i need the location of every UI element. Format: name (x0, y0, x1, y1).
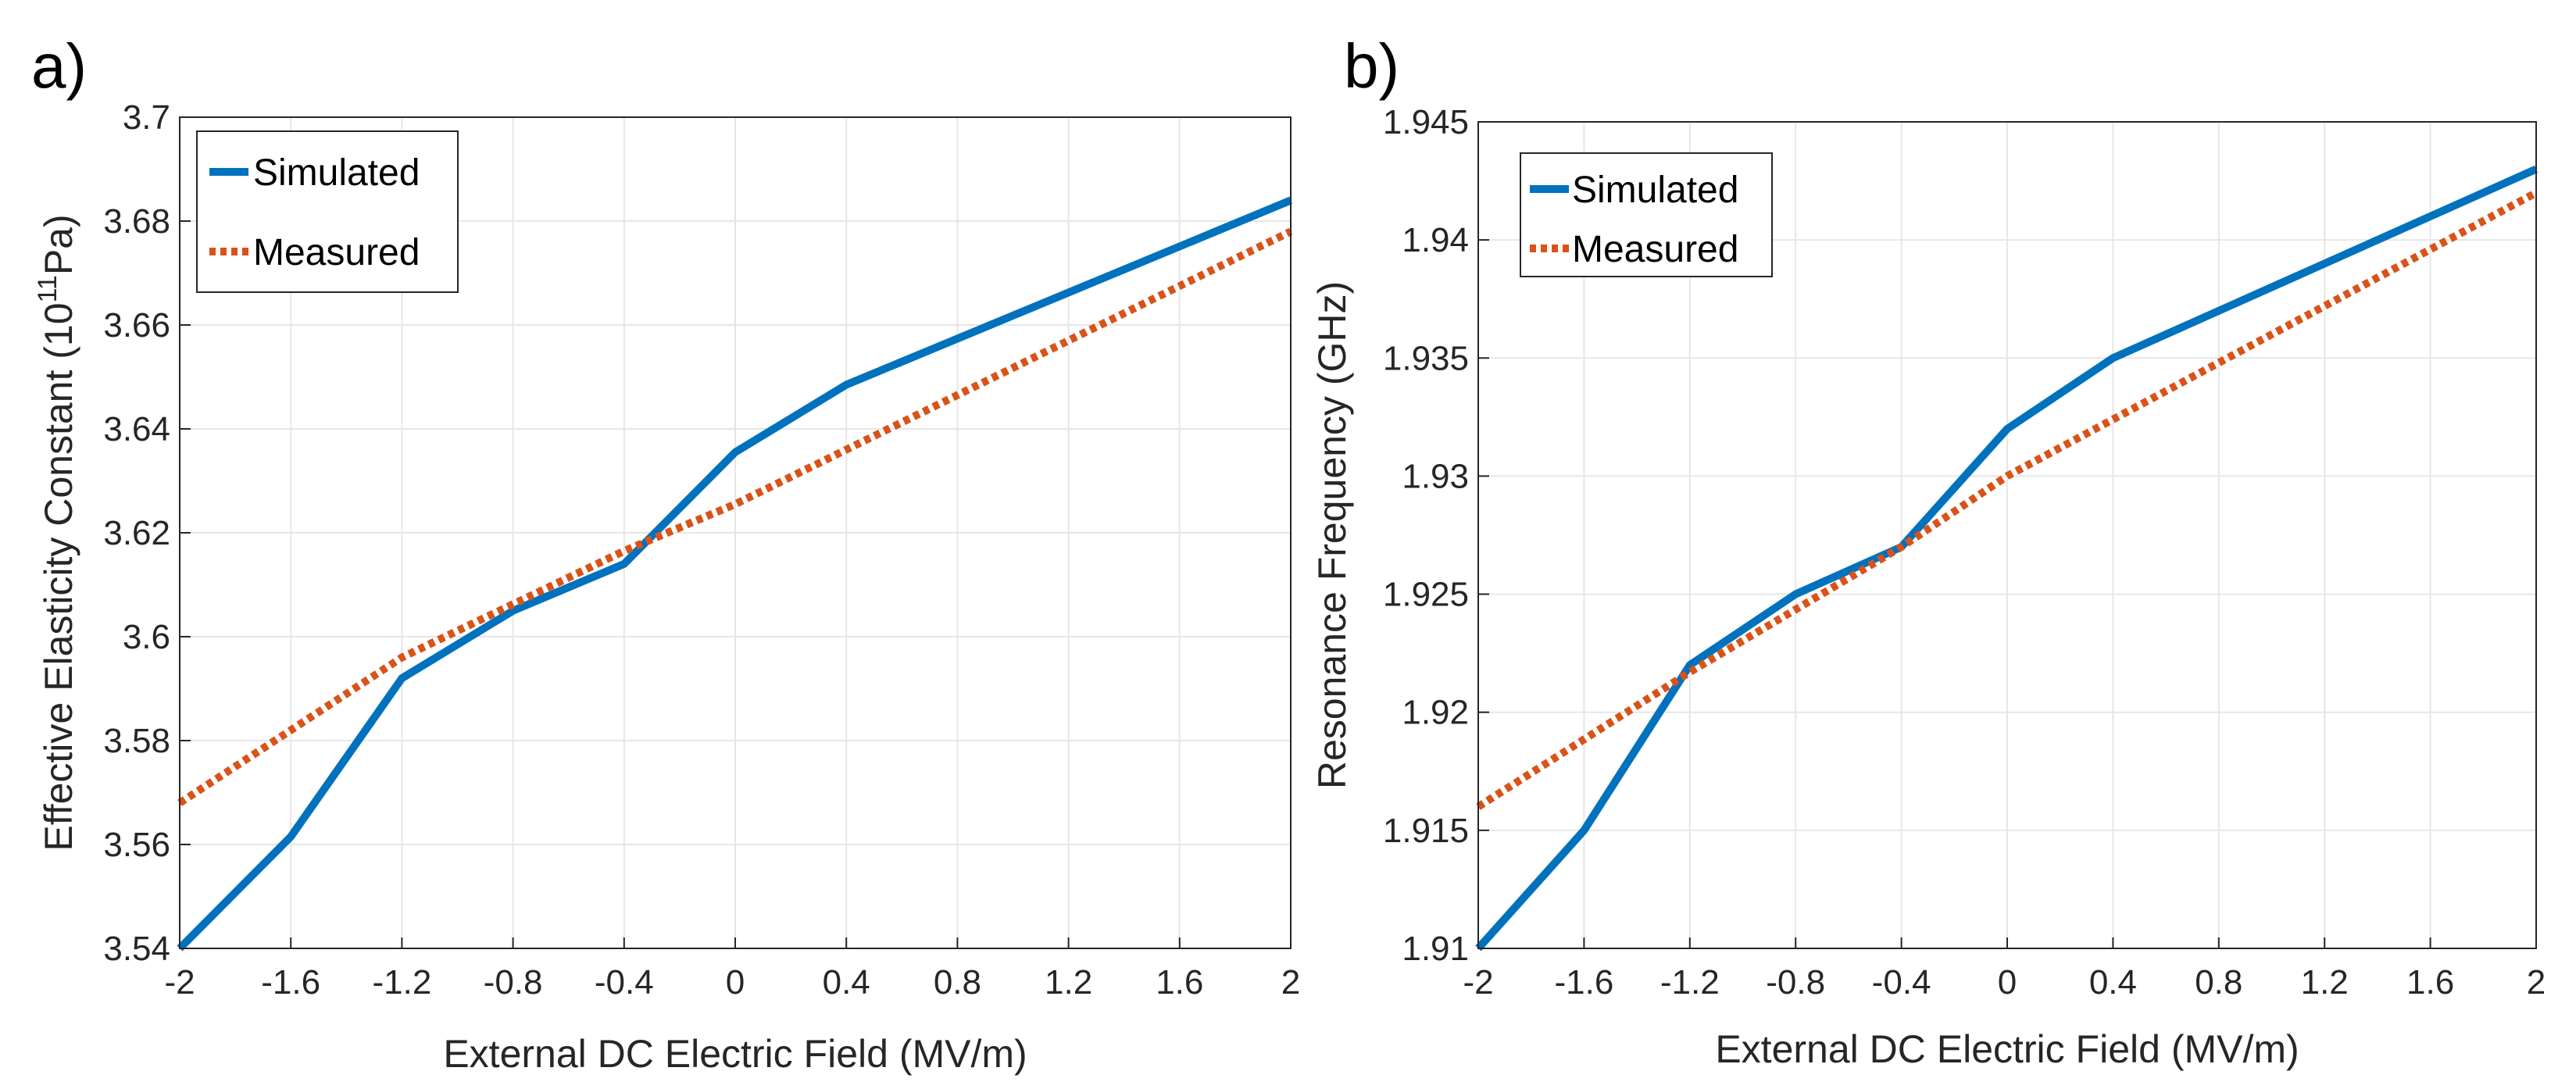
x-tick-label: 1.6 (1156, 963, 1203, 1002)
x-tick-label: -1.6 (1554, 963, 1613, 1002)
series-line-measured (177, 227, 1293, 806)
legend-b-simulated-label: Simulated (1572, 170, 1738, 211)
x-tick-label: -1.2 (372, 963, 431, 1002)
y-tick-label: 1.91 (1402, 930, 1469, 968)
y-tick-label: 1.925 (1383, 576, 1469, 614)
y-axis-label-b-main: Resonance Frequency (GHz) (1310, 281, 1354, 789)
x-axis-label-b: External DC Electric Field (MV/m) (1715, 1027, 2299, 1071)
x-tick-label: 0.8 (934, 963, 981, 1002)
x-tick-label: -2 (164, 963, 195, 1002)
legend-a-box (196, 130, 459, 293)
legend-b-box (1520, 152, 1773, 277)
x-tick-label: 1.6 (2406, 963, 2454, 1002)
y-tick-label: 3.7 (123, 98, 170, 137)
chart-b: b) -2 -1.6 -1.2 -0.8 -0.4 0 0.4 0.8 1.2 1.6 2 1.91… (1310, 31, 2546, 1071)
y-axis-label-a-tail: Pa) (37, 214, 80, 275)
y-tick-label: 1.94 (1402, 221, 1469, 259)
y-tick-label: 1.935 (1383, 339, 1469, 377)
x-tick-label: -1.2 (1660, 963, 1720, 1002)
y-tick-label: 3.58 (103, 722, 170, 760)
x-tick-label: -2 (1463, 963, 1493, 1002)
y-tick-label: 3.62 (103, 514, 170, 552)
x-tick-label: 0.4 (2089, 963, 2137, 1002)
x-tick-label: 1.2 (1045, 963, 1092, 1002)
x-tick-label: 2 (1281, 963, 1300, 1002)
y-tick-label: 3.6 (123, 618, 170, 656)
y-tick-label: 1.92 (1402, 694, 1469, 732)
x-tick-label: 1.2 (2301, 963, 2349, 1002)
x-tick-label: 2 (2527, 963, 2546, 1002)
x-axis-label-a: External DC Electric Field (MV/m) (443, 1032, 1027, 1076)
y-tick-label: 1.915 (1383, 812, 1469, 850)
x-tick-label: 0.4 (823, 963, 870, 1002)
x-tick-label: -0.8 (1766, 963, 1825, 1002)
plot-frame-b (1477, 121, 2537, 949)
x-tick-label: 0 (726, 963, 745, 1002)
panel-a-label: a) (31, 31, 87, 101)
plot-frame-a (179, 116, 1292, 949)
y-tick-label: 3.66 (103, 306, 170, 345)
y-axis-label-a-main: Effective Elasticity Constant (10 (37, 302, 80, 851)
x-tick-label: 0 (1998, 963, 2017, 1002)
y-axis-label-a-sup: 11 (33, 275, 63, 302)
legend-a-simulated-label: Simulated (253, 152, 420, 194)
chart-a: a) -2 -1.6 -1.2 -0.8 -0.4 0 0.4 0.8 1.2 1.6 2 3.54… (31, 31, 1300, 1076)
x-tick-labels-a: -2 -1.6 -1.2 -0.8 -0.4 0 0.4 0.8 1.2 1.6 2 (164, 963, 1300, 1002)
y-tick-label: 1.945 (1383, 103, 1469, 141)
series-a (177, 196, 1293, 952)
series-b (1475, 165, 2538, 952)
y-tick-label: 3.54 (103, 930, 170, 968)
y-tick-label: 3.68 (103, 202, 170, 241)
x-tick-label: -0.4 (595, 963, 654, 1002)
legend-a: Simulated Measured (196, 130, 459, 293)
series-line-measured (1476, 189, 2538, 810)
y-tick-label: 3.56 (103, 826, 170, 864)
legend-a-measured-label: Measured (253, 232, 420, 273)
x-tick-labels-b: -2 -1.6 -1.2 -0.8 -0.4 0 0.4 0.8 1.2 1.6 2 (1463, 963, 2546, 1002)
legend-b-measured-label: Measured (1572, 229, 1738, 270)
y-axis-label-b: Resonance Frequency (GHz) (1310, 281, 1354, 789)
series-line-simulated (1475, 165, 2538, 952)
y-tick-label: 1.93 (1402, 457, 1469, 495)
y-tick-label: 3.64 (103, 410, 170, 448)
y-tick-labels-a: 3.54 3.56 3.58 3.6 3.62 3.64 3.66 3.68 3.7 (103, 98, 170, 968)
y-tick-labels-b: 1.91 1.915 1.92 1.925 1.93 1.935 1.94 1.945 (1383, 103, 1469, 968)
x-tick-label: -0.4 (1872, 963, 1931, 1002)
x-tick-label: -0.8 (484, 963, 543, 1002)
series-line-simulated (177, 196, 1292, 952)
legend-b: Simulated Measured (1520, 152, 1773, 277)
y-axis-label-a: Effective Elasticity Constant (1011Pa) (33, 214, 80, 851)
x-tick-label: 0.8 (2195, 963, 2242, 1002)
panel-b-label: b) (1344, 31, 1399, 101)
x-tick-label: -1.6 (261, 963, 320, 1002)
